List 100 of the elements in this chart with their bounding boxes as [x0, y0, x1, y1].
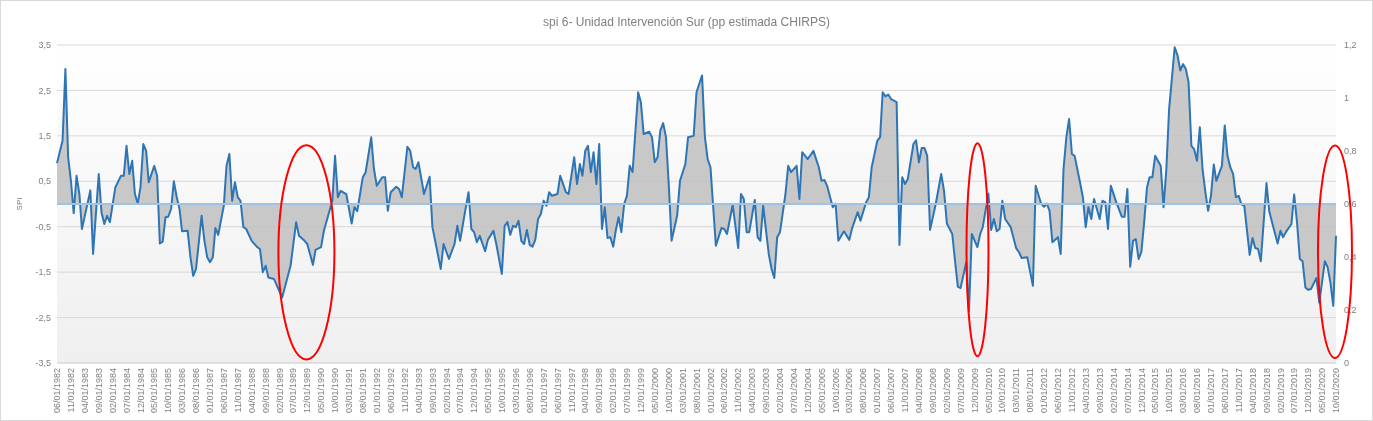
x-tick-label: 06/01/2012	[1053, 368, 1064, 414]
x-tick-label: 11/01/1982	[66, 368, 77, 413]
x-tick-label: 04/01/1983	[79, 368, 90, 414]
x-tick-label: 08/01/2011	[1025, 368, 1036, 413]
x-tick-label: 03/01/1986	[177, 368, 188, 414]
x-tick-label: 02/01/2009	[942, 368, 953, 414]
x-tick-label: 08/01/2006	[858, 368, 869, 414]
x-tick-label: 06/01/2002	[719, 368, 730, 414]
x-tick-label: 01/01/1997	[538, 368, 549, 414]
x-tick-label: 07/01/1989	[288, 368, 299, 414]
chart-title: spi 6- Unidad Intervención Sur (pp estimada CHIRPS)	[543, 15, 830, 29]
x-tick-label: 11/01/2002	[733, 368, 744, 413]
y-tick-label: -3,5	[35, 358, 51, 369]
x-tick-label: 04/01/1993	[413, 368, 424, 414]
x-tick-label: 11/01/1992	[399, 368, 410, 413]
x-tick-label: 01/01/2017	[1206, 368, 1217, 414]
x-tick-label: 09/01/2013	[1094, 368, 1105, 414]
x-tick-label: 05/01/2015	[1150, 368, 1161, 414]
x-tick-label: 10/01/2000	[663, 368, 674, 414]
x-tick-label: 08/01/2016	[1192, 368, 1203, 414]
x-tick-label: 04/01/1998	[580, 368, 591, 414]
x-tick-label: 05/01/1990	[316, 368, 327, 414]
x-tick-label: 10/01/2015	[1164, 368, 1175, 414]
x-tick-label: 06/01/1997	[552, 368, 563, 414]
x-tick-label: 08/01/2001	[691, 368, 702, 414]
x-tick-label: 04/01/2003	[747, 368, 758, 414]
x-tick-label: 03/01/2006	[844, 368, 855, 414]
x-tick-label: 08/01/1986	[191, 368, 202, 414]
x-tick-label: 01/01/2002	[705, 368, 716, 414]
x-tick-label: 11/01/2017	[1233, 368, 1244, 413]
x-tick-label: 02/01/2019	[1275, 368, 1286, 414]
x-tick-label: 07/01/1999	[622, 368, 633, 414]
x-tick-label: 01/01/1987	[205, 368, 216, 414]
y-tick-label: 1,5	[38, 131, 51, 142]
x-tick-label: 04/01/2013	[1080, 368, 1091, 414]
y-tick-label: 2,5	[38, 85, 51, 96]
x-tick-label: 06/01/2017	[1219, 368, 1230, 414]
x-tick-label: 03/01/2001	[677, 368, 688, 414]
x-tick-label: 04/01/2008	[914, 368, 925, 414]
x-tick-label: 11/01/1997	[566, 368, 577, 413]
x-tick-label: 07/01/1984	[121, 368, 132, 414]
x-tick-label: 03/01/1996	[510, 368, 521, 414]
y-tick-label: 0,5	[38, 176, 51, 187]
x-tick-label: 09/01/1998	[594, 368, 605, 414]
x-tick-label: 07/01/2014	[1122, 368, 1133, 414]
x-tick-label: 07/01/1994	[455, 368, 466, 414]
x-tick-label: 12/01/1994	[469, 368, 480, 414]
x-tick-label: 07/01/2004	[788, 368, 799, 414]
x-tick-label: 04/01/1988	[246, 368, 257, 414]
x-tick-label: 03/01/1991	[343, 368, 354, 414]
x-tick-label: 02/01/2004	[775, 368, 786, 414]
x-tick-label: 06/01/2007	[886, 368, 897, 414]
x-tick-label: 02/01/2014	[1108, 368, 1119, 414]
x-tick-label: 10/01/2020	[1331, 368, 1342, 414]
y-tick-label: -0,5	[35, 221, 51, 232]
x-tick-label: 11/01/2007	[900, 368, 911, 413]
x-tick-label: 09/01/2018	[1261, 368, 1272, 414]
x-tick-label: 01/01/2007	[872, 368, 883, 414]
x-tick-label: 04/01/2018	[1247, 368, 1258, 414]
x-tick-label: 05/01/1995	[483, 368, 494, 414]
y-axis-title: SPI	[15, 197, 24, 211]
x-tick-label: 02/01/1989	[274, 368, 285, 414]
x-tick-label: 05/01/1985	[149, 368, 160, 414]
x-tick-label: 06/01/1992	[385, 368, 396, 414]
x-tick-label: 01/01/2012	[1039, 368, 1050, 414]
x-tick-label: 07/01/2009	[955, 368, 966, 414]
x-tick-label: 11/01/1987	[232, 368, 243, 413]
x-tick-label: 12/01/2009	[969, 368, 980, 414]
x-tick-label: 05/01/2000	[649, 368, 660, 414]
x-tick-label: 08/01/1996	[524, 368, 535, 414]
x-tick-label: 06/01/1982	[52, 368, 63, 414]
x-tick-label: 09/01/1993	[427, 368, 438, 414]
y2-tick-label: 0,8	[1344, 146, 1357, 157]
y-tick-label: -1,5	[35, 267, 51, 278]
x-tick-label: 03/01/2016	[1178, 368, 1189, 414]
x-tick-label: 10/01/1985	[163, 368, 174, 414]
x-tick-label: 05/01/2005	[816, 368, 827, 414]
y2-tick-label: 1	[1344, 93, 1350, 104]
x-tick-label: 09/01/1988	[260, 368, 271, 414]
y2-tick-label: 0	[1344, 358, 1350, 369]
x-tick-label: 12/01/1984	[135, 368, 146, 414]
x-tick-label: 09/01/1983	[93, 368, 104, 414]
x-tick-label: 10/01/2005	[830, 368, 841, 414]
x-tick-label: 07/01/2019	[1289, 368, 1300, 414]
x-tick-label: 12/01/2019	[1303, 368, 1314, 414]
x-tick-label: 02/01/1984	[107, 368, 118, 414]
x-tick-label: 10/01/1990	[330, 368, 341, 414]
x-tick-label: 09/01/2003	[761, 368, 772, 414]
x-tick-label: 05/01/2010	[983, 368, 994, 414]
x-tick-label: 08/01/1991	[357, 368, 368, 414]
x-tick-label: 01/01/1992	[371, 368, 382, 414]
x-tick-label: 06/01/1987	[218, 368, 229, 414]
x-tick-label: 02/01/1999	[608, 368, 619, 414]
x-tick-label: 11/01/2012	[1067, 368, 1078, 413]
x-tick-label: 12/01/1999	[636, 368, 647, 414]
x-tick-label: 12/01/2004	[802, 368, 813, 414]
y-tick-label: 3,5	[38, 40, 51, 51]
y-tick-label: -2,5	[35, 312, 51, 323]
x-tick-label: 10/01/2010	[997, 368, 1008, 414]
x-tick-label: 03/01/2011	[1011, 368, 1022, 413]
